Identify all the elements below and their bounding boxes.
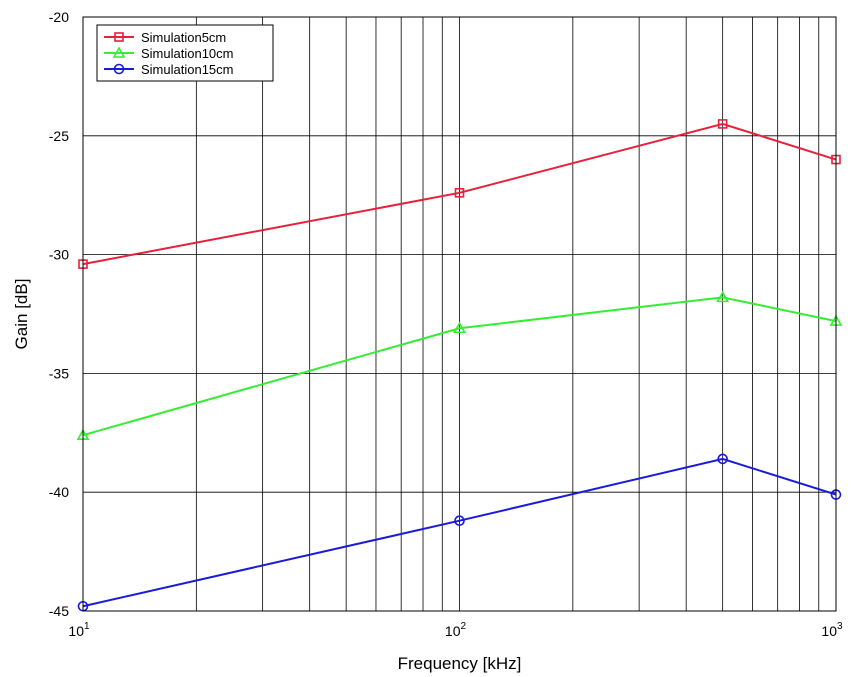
data-point-marker [716,290,730,303]
x-tick-label: 101 [68,621,90,639]
series-line-1 [82,122,837,266]
legend-label: Simulation5cm [141,30,226,45]
data-point-marker [717,119,728,129]
grid-lines [83,17,836,611]
y-tick-label: -20 [49,9,69,25]
data-point-marker [454,515,465,527]
y-axis-label: Gain [dB] [12,279,31,350]
y-tick-label: -45 [49,603,69,619]
y-tick-labels: -45 -40 -35 -30 -25 -20 [49,9,69,619]
y-tick-label: -40 [49,484,69,500]
x-tick-labels: 101 102 103 [68,621,843,639]
plot-frame [82,16,837,612]
legend-marker [114,32,124,42]
series-line-2 [82,296,837,437]
data-point-marker [453,321,466,334]
x-axis-label: Frequency [kHz] [398,654,522,673]
legend-label: Simulation15cm [141,62,234,77]
legend: Simulation5cmSimulation10cmSimulation15c… [96,24,274,82]
y-tick-label: -25 [49,128,69,144]
y-tick-label: -35 [49,365,69,381]
x-tick-label: 103 [821,621,843,639]
legend-marker [113,63,125,75]
series-line-3 [82,457,837,608]
data-point-marker [717,453,728,465]
x-tick-label: 102 [445,621,467,639]
data-point-marker [454,188,465,198]
legend-label: Simulation10cm [141,46,234,61]
y-tick-label: -30 [49,247,69,263]
legend-marker [112,46,126,58]
